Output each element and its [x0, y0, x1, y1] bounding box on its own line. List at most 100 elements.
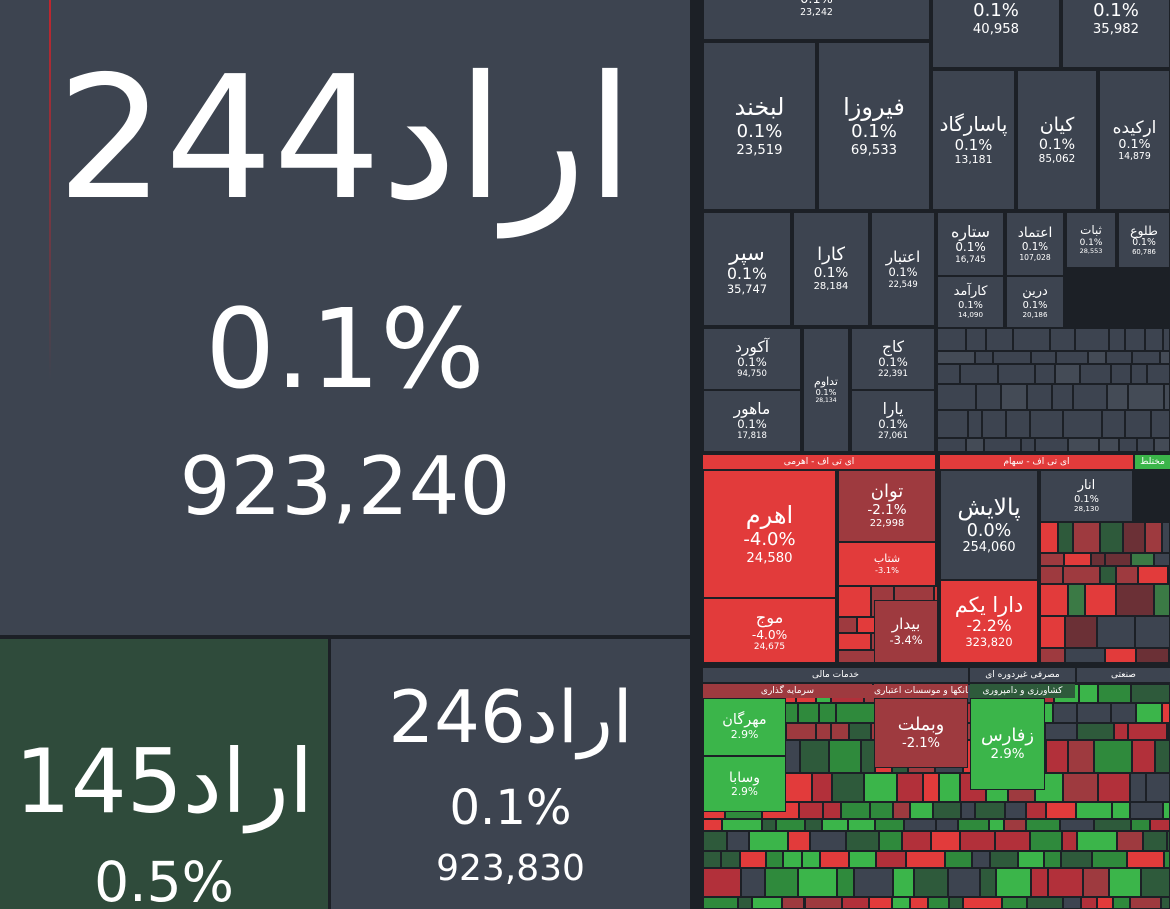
tile-change: 0.1% [1118, 136, 1151, 152]
mosaic-cell [1025, 801, 1046, 819]
mosaic-cell [1049, 328, 1075, 351]
mosaic-cell [853, 868, 894, 897]
mosaic-cell [804, 896, 842, 909]
tile-change: -2.1% [901, 735, 941, 751]
mosaic-cell [960, 801, 976, 819]
mosaic-cell [1073, 522, 1100, 553]
tile-name: طلوع [1130, 223, 1158, 238]
mosaic-cell [1134, 616, 1170, 648]
mosaic-cell [1076, 723, 1114, 741]
mosaic-cell [975, 350, 993, 364]
mosaic-cell [879, 831, 903, 851]
mosaic-cell [1167, 723, 1170, 741]
focus-tile [0, 0, 690, 635]
mosaic-cell [989, 818, 1004, 832]
mosaic-cell [959, 831, 995, 851]
tile: دارا یکم -2.2% 323,820 [940, 580, 1038, 663]
tile: 0.1%23,242 [703, 0, 930, 40]
tile-change: -4.0% [743, 528, 796, 550]
mosaic-cell [799, 740, 830, 773]
mosaic-cell [841, 801, 871, 819]
volume: 923,240 [179, 440, 511, 533]
mosaic-cell [1044, 850, 1062, 869]
mosaic-cell [937, 350, 976, 364]
tile-change: 2.9% [731, 786, 758, 799]
tile-name: تداوم [814, 374, 838, 388]
tile: پاسارگاد 0.1% 13,181 [932, 70, 1015, 210]
tile: فیروزا 0.1% 69,533 [818, 42, 930, 210]
mosaic-cell [836, 703, 876, 724]
mosaic-cell [1149, 818, 1170, 832]
mosaic-cell [787, 831, 811, 851]
mosaic-cell [1135, 647, 1170, 663]
tile-name: سپر [729, 241, 765, 266]
mosaic-cell [893, 868, 914, 897]
mosaic-cell [1040, 522, 1058, 553]
tile-volume: 28,134 [815, 396, 837, 404]
mosaic-cell [1063, 772, 1098, 802]
mosaic-cell [1063, 566, 1101, 585]
mosaic-cell [1113, 723, 1128, 741]
mosaic-cell [1130, 363, 1147, 384]
mosaic-cell [937, 409, 968, 439]
mosaic-cell [933, 801, 961, 819]
tile-volume: 60,786 [1132, 247, 1156, 256]
tile-volume: 28,130 [1074, 503, 1099, 513]
tile-name: کارا [817, 244, 845, 266]
mosaic-cell [1064, 616, 1098, 648]
mosaic-cell [1061, 850, 1093, 869]
tile-name: لبخند [734, 93, 785, 122]
focus-tile [0, 639, 328, 909]
mosaic-cell [783, 850, 802, 869]
sector-header: مختلط [1135, 455, 1170, 469]
tile: بیدار -3.4% [874, 600, 938, 663]
mosaic-cell [1067, 438, 1099, 452]
mosaic-cell [1104, 647, 1136, 663]
mosaic-cell [805, 818, 823, 832]
mosaic-cell [1078, 684, 1099, 704]
mosaic-cell [1062, 409, 1102, 439]
mosaic-cell [1045, 723, 1077, 741]
mosaic-cell [1040, 566, 1064, 585]
tile-change: 0.1% [727, 264, 767, 284]
mosaic-cell [785, 772, 813, 802]
mosaic-cell [949, 896, 964, 909]
tile: اعتبار 0.1% 22,549 [871, 212, 935, 326]
mosaic-cell [1108, 328, 1125, 351]
tile-change: 0.1% [1021, 240, 1049, 253]
mosaic-cell [1098, 684, 1132, 704]
mosaic-cell [985, 328, 1014, 351]
mosaic-cell [1129, 801, 1163, 819]
tile-change: 0.1% [1022, 299, 1048, 311]
mosaic-cell [1097, 772, 1130, 802]
tile-name: زفارس [981, 725, 1034, 747]
mosaic-cell [739, 850, 767, 869]
mosaic-cell [1154, 740, 1170, 773]
mosaic-cell [815, 723, 832, 741]
mosaic-cell [975, 383, 1002, 410]
mosaic-cell [822, 818, 849, 832]
mosaic-cell [982, 409, 1006, 439]
mosaic-cell [797, 703, 819, 724]
mosaic-cell [1163, 850, 1170, 869]
mosaic-cell [1099, 438, 1119, 452]
mosaic-cell [928, 896, 950, 909]
tile-volume: 23,519 [736, 142, 783, 158]
mosaic-cell [831, 723, 850, 741]
tile: کاج 0.1% 22,391 [851, 328, 935, 390]
tile-change: 0.1% [888, 265, 918, 280]
mosaic-cell [849, 723, 872, 741]
mosaic-cell [1112, 896, 1130, 909]
tile-change: 0.1% [737, 417, 767, 432]
tile: وبملت -2.1% [874, 698, 968, 768]
mosaic-cell [989, 850, 1018, 869]
tile-change: 0.1% [973, 0, 1019, 22]
mosaic-cell [1020, 438, 1036, 452]
mosaic-cell [936, 818, 958, 832]
mosaic-cell [1162, 522, 1170, 553]
tile: سپر 0.1% 35,747 [703, 212, 791, 326]
mosaic-cell [1127, 383, 1164, 410]
tile-name: آکورد [734, 337, 770, 356]
mosaic-cell [1110, 703, 1137, 724]
